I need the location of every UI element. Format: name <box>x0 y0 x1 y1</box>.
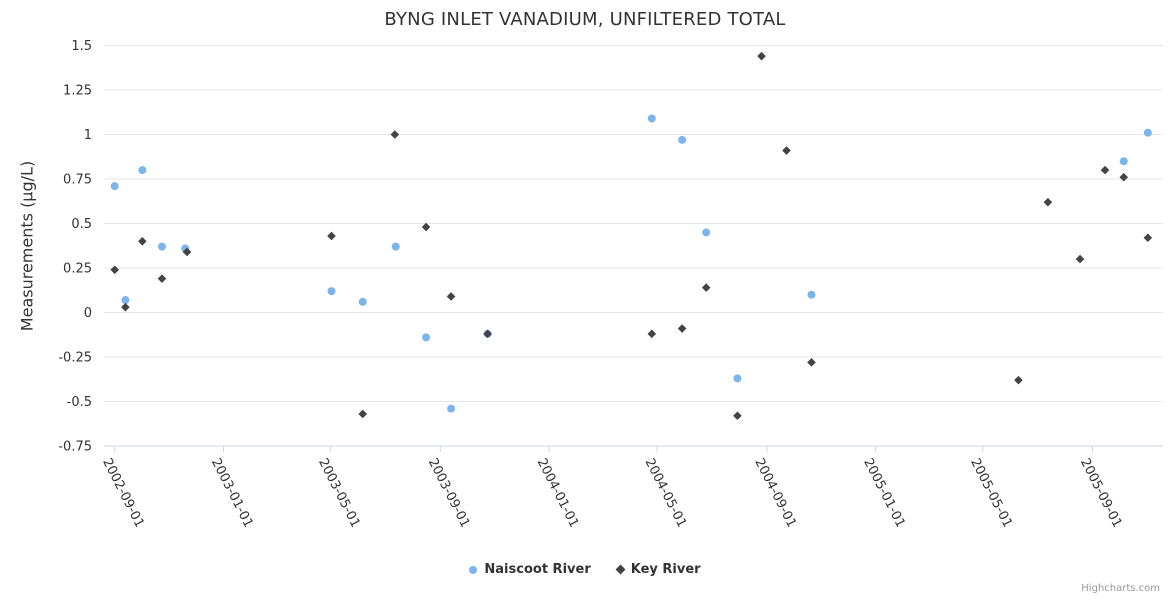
x-tick-label: 2005-01-01 <box>860 456 908 530</box>
data-point-key-river[interactable] <box>138 237 147 246</box>
y-tick-label: -0.25 <box>58 351 92 366</box>
circle-marker-icon <box>469 565 478 574</box>
x-tick-label: 2005-09-01 <box>1077 456 1125 530</box>
data-point-key-river[interactable] <box>733 411 742 421</box>
data-point-naiscoot-river[interactable] <box>391 242 400 251</box>
data-point-key-river[interactable] <box>757 51 766 61</box>
data-point-key-river[interactable] <box>110 265 120 275</box>
data-point-naiscoot-river[interactable] <box>733 374 742 383</box>
data-point-key-river[interactable] <box>782 146 791 155</box>
y-tick-label: 1.5 <box>71 39 92 54</box>
data-point-key-river[interactable] <box>701 283 711 292</box>
y-tick-label: 0.5 <box>71 217 92 232</box>
data-point-key-river[interactable] <box>327 231 336 241</box>
x-tick-label: 2004-09-01 <box>751 456 799 530</box>
data-point-key-river[interactable] <box>421 222 431 232</box>
data-point-naiscoot-river[interactable] <box>110 182 119 191</box>
x-tick-label: 2003-09-01 <box>425 456 473 530</box>
highcharts-credits-link[interactable]: Highcharts.com <box>1081 583 1160 594</box>
data-point-key-river[interactable] <box>1100 165 1110 175</box>
diamond-marker-icon <box>615 564 626 575</box>
data-point-key-river[interactable] <box>157 274 167 283</box>
data-point-naiscoot-river[interactable] <box>138 166 147 175</box>
y-tick-label: 0 <box>84 306 92 321</box>
x-tick-label: 2003-01-01 <box>208 456 256 530</box>
data-point-key-river[interactable] <box>182 247 192 257</box>
x-tick-label: 2003-05-01 <box>315 456 363 530</box>
data-point-key-river[interactable] <box>677 324 687 333</box>
x-tick-label: 2004-05-01 <box>642 456 690 530</box>
data-point-key-river[interactable] <box>1119 172 1129 182</box>
data-point-key-river[interactable] <box>1075 254 1085 264</box>
data-point-key-river[interactable] <box>446 292 456 301</box>
data-point-key-river[interactable] <box>121 302 130 312</box>
data-point-naiscoot-river[interactable] <box>807 290 816 299</box>
data-point-naiscoot-river[interactable] <box>327 287 336 296</box>
y-tick-label: 0.25 <box>63 262 92 277</box>
data-point-key-river[interactable] <box>358 409 368 419</box>
data-point-key-river[interactable] <box>390 130 400 139</box>
data-point-key-river[interactable] <box>1143 233 1153 243</box>
x-tick-label: 2004-01-01 <box>534 456 582 530</box>
data-point-key-river[interactable] <box>483 329 492 339</box>
data-point-naiscoot-river[interactable] <box>678 135 687 144</box>
data-point-naiscoot-river[interactable] <box>422 333 431 342</box>
data-point-key-river[interactable] <box>1014 375 1023 385</box>
legend-label-naiscoot-river: Naiscoot River <box>484 562 591 577</box>
data-point-naiscoot-river[interactable] <box>157 242 166 251</box>
data-point-key-river[interactable] <box>1043 197 1053 207</box>
y-tick-label: -0.5 <box>67 395 92 410</box>
data-point-naiscoot-river[interactable] <box>447 404 456 413</box>
legend-label-key-river: Key River <box>630 562 701 577</box>
data-point-naiscoot-river[interactable] <box>702 228 711 237</box>
chart-title: BYNG INLET VANADIUM, UNFILTERED TOTAL <box>384 9 786 30</box>
data-point-naiscoot-river[interactable] <box>1119 157 1128 166</box>
data-point-naiscoot-river[interactable] <box>1143 128 1152 137</box>
x-tick-label: 2005-05-01 <box>967 456 1015 530</box>
legend-item-key-river[interactable]: Key River <box>615 562 701 577</box>
data-point-naiscoot-river[interactable] <box>647 114 656 123</box>
y-tick-label: 0.75 <box>63 173 92 188</box>
legend: Naiscoot River Key River <box>0 562 1170 577</box>
legend-item-naiscoot-river[interactable]: Naiscoot River <box>469 562 591 577</box>
y-tick-label: 1.25 <box>63 84 92 99</box>
data-point-key-river[interactable] <box>647 329 657 339</box>
x-tick-label: 2002-09-01 <box>99 456 147 530</box>
data-point-key-river[interactable] <box>807 358 816 367</box>
data-point-naiscoot-river[interactable] <box>121 296 130 305</box>
data-point-naiscoot-river[interactable] <box>358 297 367 306</box>
y-tick-label: -0.75 <box>58 440 92 455</box>
y-tick-label: 1 <box>84 128 92 143</box>
